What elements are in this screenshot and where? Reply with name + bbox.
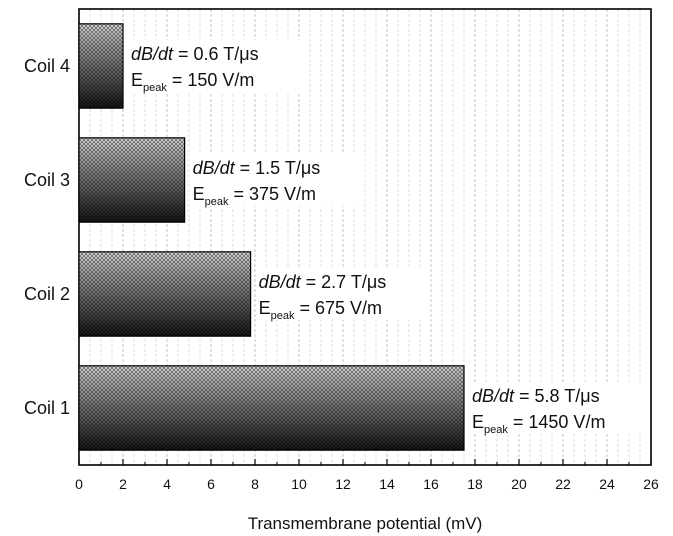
dbdt-label: dB/dt xyxy=(193,158,236,178)
bar-coil-3 xyxy=(78,137,186,223)
category-label: Coil 4 xyxy=(24,56,70,76)
bar-hatch xyxy=(79,137,185,223)
x-tick-label: 10 xyxy=(291,476,307,492)
dbdt-text: dB/dt = 5.8 T/μs xyxy=(472,386,600,406)
x-tick-label: 26 xyxy=(643,476,659,492)
dbdt-text: dB/dt = 0.6 T/μs xyxy=(131,44,259,64)
epeak-subscript: peak xyxy=(143,82,167,94)
category-labels: Coil 1 Coil 2 Coil 3 Coil 4 xyxy=(24,56,70,418)
epeak-main: E xyxy=(131,70,143,90)
bar-hatch xyxy=(79,365,464,451)
bar-outline xyxy=(78,23,124,109)
dbdt-label: dB/dt xyxy=(259,272,302,292)
bar-annotation: dB/dt = 0.6 T/μs Epeak = 150 V/m xyxy=(128,40,303,94)
annotation-background xyxy=(128,40,303,92)
bar-coil-2 xyxy=(78,251,252,337)
bar-annotation: dB/dt = 5.8 T/μs Epeak = 1450 V/m xyxy=(469,382,644,436)
x-tick-label: 6 xyxy=(207,476,215,492)
dbdt-label: dB/dt xyxy=(472,386,515,406)
x-tick-label: 2 xyxy=(119,476,127,492)
x-tick-label: 20 xyxy=(511,476,527,492)
x-tick-label: 0 xyxy=(75,476,83,492)
x-tick-label: 24 xyxy=(599,476,615,492)
epeak-subscript: peak xyxy=(205,196,229,208)
bar-coil-4 xyxy=(78,23,124,109)
epeak-text: Epeak = 1450 V/m xyxy=(472,412,605,436)
bar-hatch xyxy=(79,251,251,337)
dbdt-value: = 1.5 T/μs xyxy=(235,158,321,178)
x-tick-label: 16 xyxy=(423,476,439,492)
bar-hatch xyxy=(79,23,123,109)
x-tick-label: 22 xyxy=(555,476,571,492)
epeak-value: = 1450 V/m xyxy=(508,412,606,432)
bars xyxy=(78,23,465,451)
bar-annotation: dB/dt = 1.5 T/μs Epeak = 375 V/m xyxy=(189,154,365,208)
epeak-text: Epeak = 675 V/m xyxy=(259,298,382,322)
epeak-subscript: peak xyxy=(271,310,295,322)
x-tick-label: 14 xyxy=(379,476,395,492)
bar-outline xyxy=(78,137,186,223)
category-label: Coil 2 xyxy=(24,284,70,304)
annotation-background xyxy=(189,154,365,206)
dbdt-value: = 2.7 T/μs xyxy=(301,272,387,292)
annotation-background xyxy=(255,268,431,320)
x-tick-label: 12 xyxy=(335,476,351,492)
epeak-value: = 150 V/m xyxy=(167,70,255,90)
bar-coil-1 xyxy=(78,365,465,451)
x-axis-title: Transmembrane potential (mV) xyxy=(248,514,483,533)
bar-annotation: dB/dt = 2.7 T/μs Epeak = 675 V/m xyxy=(255,268,431,322)
dbdt-text: dB/dt = 2.7 T/μs xyxy=(259,272,387,292)
dbdt-text: dB/dt = 1.5 T/μs xyxy=(193,158,321,178)
epeak-text: Epeak = 375 V/m xyxy=(193,184,316,208)
bar-outline xyxy=(78,251,252,337)
dbdt-label: dB/dt xyxy=(131,44,174,64)
dbdt-value: = 5.8 T/μs xyxy=(514,386,600,406)
epeak-main: E xyxy=(259,298,271,318)
x-ticks: 0 2 4 6 8 10 12 14 16 18 20 22 24 26 xyxy=(75,459,659,492)
bar-outline xyxy=(78,365,465,451)
x-tick-label: 18 xyxy=(467,476,483,492)
epeak-subscript: peak xyxy=(484,424,508,436)
annotation-background xyxy=(469,382,644,434)
x-tick-label: 4 xyxy=(163,476,171,492)
epeak-value: = 675 V/m xyxy=(294,298,382,318)
dbdt-value: = 0.6 T/μs xyxy=(173,44,259,64)
x-tick-label: 8 xyxy=(251,476,259,492)
category-label: Coil 1 xyxy=(24,398,70,418)
epeak-text: Epeak = 150 V/m xyxy=(131,70,254,94)
category-label: Coil 3 xyxy=(24,170,70,190)
epeak-main: E xyxy=(193,184,205,204)
epeak-value: = 375 V/m xyxy=(228,184,316,204)
epeak-main: E xyxy=(472,412,484,432)
